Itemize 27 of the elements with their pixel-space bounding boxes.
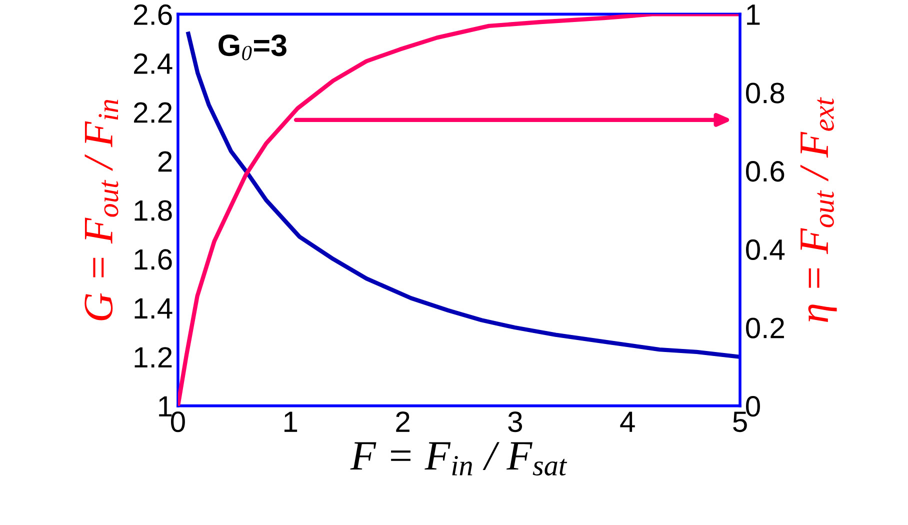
y-tick-label: 2: [158, 151, 172, 172]
y2-tick-label: 0.2: [746, 318, 784, 338]
y2-tick-label: 0.8: [746, 82, 784, 104]
y-tick-label: 1.4: [134, 298, 172, 318]
y2-axis-title: η = F$_{out}$ / F$_{ext}$: [800, 97, 837, 322]
y-axis-title: G = F$_{out}$ / F$_{in}$: [84, 100, 118, 320]
y-tick-label: 1.8: [134, 200, 172, 221]
line-series: [186, 32, 740, 359]
x-axis-title: F = F$_{in}$ / F$_{sat}$: [350, 442, 568, 476]
x-tick-label: 3: [508, 411, 522, 432]
y2-tick-label: 0: [746, 396, 760, 417]
x-tick-label: 5: [733, 412, 747, 432]
line-series: [178, 14, 740, 406]
y-tick-label: 1.2: [134, 347, 172, 368]
x-tick-label: 2: [396, 411, 410, 432]
y-tick-label: 1: [159, 396, 172, 416]
x-tick-label: 4: [620, 412, 635, 432]
x-tick-label: 0: [171, 411, 185, 432]
x-tick-label: 1: [284, 412, 298, 432]
y2-tick-label: 0.6: [746, 161, 784, 182]
annotation: G$_{0}$=3: [218, 34, 286, 60]
y2-tick-label: 1: [747, 4, 760, 25]
y2-tick-label: 0.4: [746, 239, 785, 260]
y-tick-label: 1.6: [134, 249, 172, 270]
y-tick-label: 2.2: [134, 102, 172, 123]
y-tick-label: 2.6: [134, 4, 172, 26]
y-tick-label: 2.4: [134, 53, 172, 74]
